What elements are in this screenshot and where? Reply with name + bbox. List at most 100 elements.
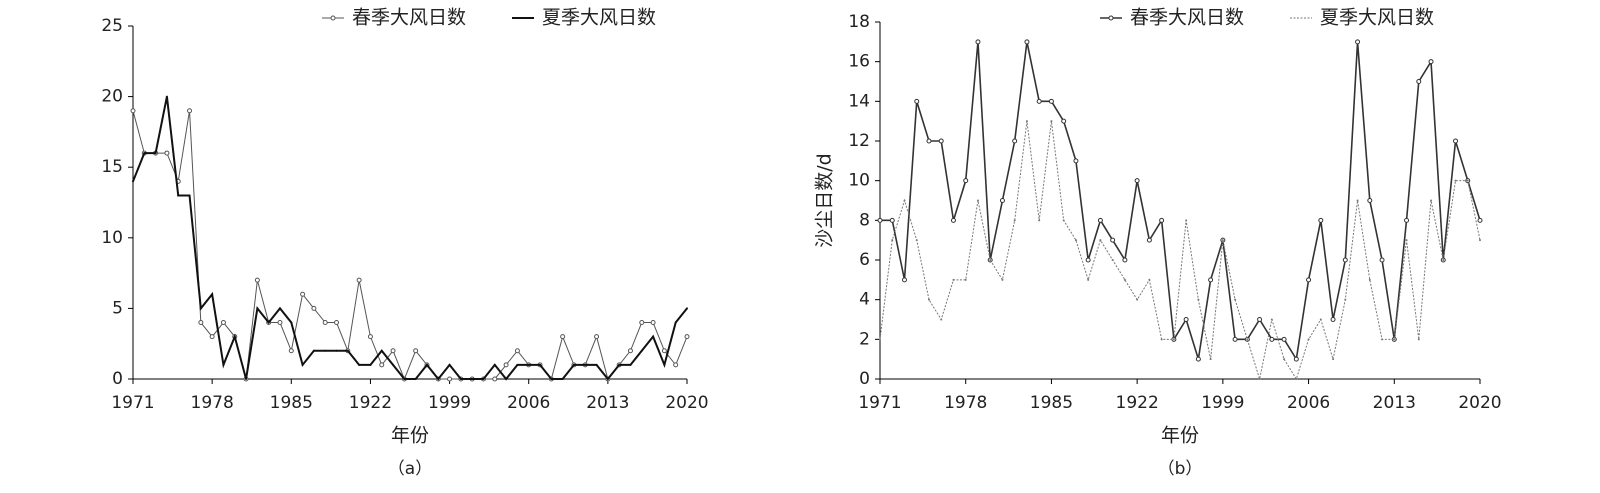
point <box>1417 338 1420 341</box>
point <box>1306 277 1312 283</box>
y-tick-label: 4 <box>859 290 870 310</box>
point <box>1073 158 1079 164</box>
point <box>1111 259 1114 261</box>
point <box>584 363 587 366</box>
point <box>1405 239 1408 242</box>
point <box>164 150 170 156</box>
point <box>1148 278 1151 281</box>
point <box>976 199 979 202</box>
point <box>369 363 372 366</box>
legend-marker <box>1108 15 1114 21</box>
point <box>1258 378 1261 380</box>
point <box>606 378 609 380</box>
x-tick-label: 1922 <box>1116 393 1159 413</box>
point <box>652 335 655 338</box>
y-tick-label: 10 <box>848 171 870 191</box>
point <box>1393 338 1396 341</box>
point <box>1038 219 1041 222</box>
point <box>572 363 575 366</box>
point <box>927 298 930 301</box>
point <box>560 334 566 340</box>
point <box>915 239 918 242</box>
point <box>211 293 214 296</box>
legend-label: 夏季大风日数 <box>542 7 656 29</box>
point <box>594 334 600 340</box>
point <box>177 194 180 197</box>
point <box>1234 298 1237 301</box>
point <box>1270 318 1273 321</box>
point <box>1209 358 1212 361</box>
point <box>618 363 621 366</box>
point <box>975 39 981 45</box>
point <box>1307 338 1310 341</box>
y-tick-label: 0 <box>112 369 123 389</box>
point <box>539 363 542 366</box>
point <box>1110 237 1116 243</box>
point <box>903 199 906 202</box>
point <box>663 363 666 366</box>
legend-label: 春季大风日数 <box>352 7 466 29</box>
y-tick-label: 6 <box>859 250 870 270</box>
x-tick-label: 1999 <box>1201 393 1244 413</box>
point <box>288 348 294 354</box>
point <box>220 320 226 326</box>
x-tick-label: 1922 <box>349 393 392 413</box>
point <box>301 363 304 366</box>
legend-label: 春季大风日数 <box>1130 7 1244 29</box>
point <box>290 321 293 324</box>
point <box>1381 338 1384 341</box>
point <box>686 307 688 310</box>
point <box>267 321 270 324</box>
point <box>1136 298 1139 301</box>
point <box>639 320 645 326</box>
y-tick-label: 5 <box>112 298 123 318</box>
point <box>356 277 362 283</box>
legend-marker <box>330 15 336 21</box>
point <box>143 152 146 155</box>
x-tick-label: 1971 <box>111 393 154 413</box>
point <box>1085 257 1091 263</box>
point <box>1466 179 1469 182</box>
point <box>379 362 385 368</box>
point <box>963 178 969 184</box>
x-tick-label: 1999 <box>428 393 471 413</box>
y-tick-label: 15 <box>101 157 123 177</box>
point <box>414 378 417 380</box>
point <box>1087 278 1090 281</box>
point <box>278 307 281 310</box>
point <box>1172 338 1175 341</box>
point <box>1246 338 1249 341</box>
point <box>222 363 225 366</box>
y-tick-label: 8 <box>859 210 870 230</box>
point <box>914 98 920 104</box>
point <box>1295 378 1298 380</box>
point <box>1050 120 1053 123</box>
point <box>1269 336 1275 342</box>
legend-label: 夏季大风日数 <box>1320 7 1434 29</box>
point <box>358 363 361 366</box>
point <box>684 334 690 340</box>
point <box>877 217 883 223</box>
point <box>1319 318 1322 321</box>
point <box>165 95 168 98</box>
point <box>1197 298 1200 301</box>
point <box>527 363 530 366</box>
y-tick-label: 2 <box>859 329 870 349</box>
point <box>1367 198 1373 203</box>
point <box>245 378 248 380</box>
point <box>1099 239 1102 242</box>
point <box>437 378 440 380</box>
point <box>1185 219 1188 222</box>
y-tick-label: 25 <box>101 16 123 36</box>
point <box>1221 239 1224 242</box>
point <box>1330 317 1336 322</box>
point <box>1160 338 1163 341</box>
x-tick-label: 2020 <box>1458 393 1501 413</box>
point <box>254 277 260 283</box>
point <box>661 348 667 354</box>
point <box>1097 217 1103 223</box>
point <box>674 321 677 324</box>
point <box>1183 317 1189 322</box>
y-tick-label: 18 <box>848 12 870 32</box>
point <box>650 320 656 326</box>
